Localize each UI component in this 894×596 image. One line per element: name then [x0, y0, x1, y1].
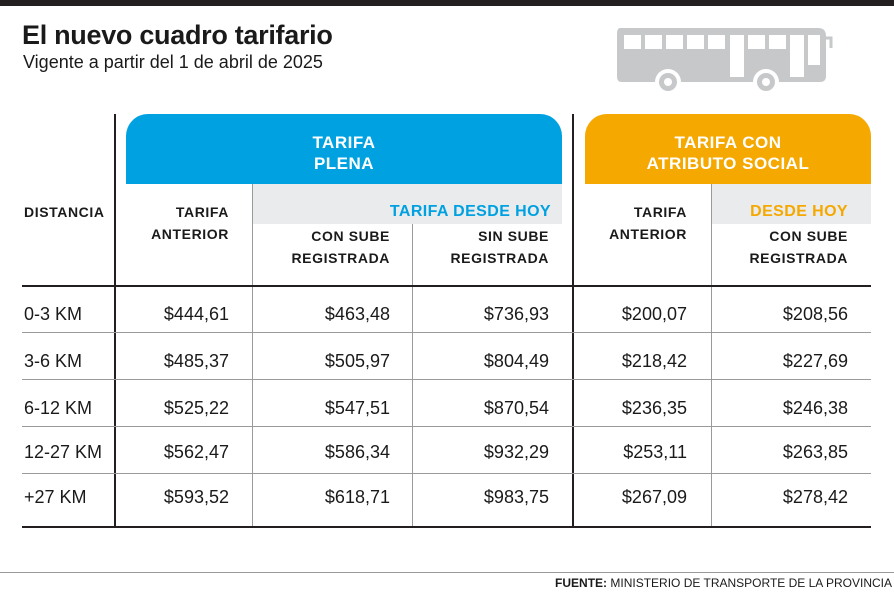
table-cell: $547,51 [324, 398, 390, 418]
table-cell: $218,42 [621, 351, 687, 371]
table-cell-distancia: 6-12 KM [24, 398, 93, 418]
table-cell: $208,56 [782, 304, 848, 324]
table-cell: $505,97 [324, 351, 390, 371]
table-cell-distancia: +27 KM [24, 487, 87, 507]
col-header-line: REGISTRADA [749, 250, 848, 266]
row-divider [22, 426, 871, 427]
col-header-social-con-sube: CON SUBE REGISTRADA [749, 225, 848, 269]
table-cell: $236,35 [621, 398, 687, 418]
bus-icon [617, 28, 833, 95]
col-header-plena-con-sube: CON SUBE REGISTRADA [291, 225, 390, 269]
table-cell: $593,52 [163, 487, 229, 507]
source-text: MINISTERIO DE TRANSPORTE DE LA PROVINCIA [610, 576, 892, 590]
col-header-line: TARIFA [633, 204, 687, 220]
col-header-line: ANTERIOR [151, 226, 229, 242]
row-divider [22, 379, 871, 380]
top-rule [0, 0, 894, 6]
col-header-line: ANTERIOR [609, 226, 687, 242]
table-cell: $267,09 [621, 487, 687, 507]
page-title: El nuevo cuadro tarifario [22, 20, 333, 50]
table-cell: $804,49 [483, 351, 549, 371]
table-cell: $618,71 [324, 487, 390, 507]
table-cell: $983,75 [483, 487, 549, 507]
col-header-line: REGISTRADA [450, 250, 549, 266]
group-header-atributo-social: TARIFA CON ATRIBUTO SOCIAL [585, 114, 871, 184]
table-cell: $463,48 [324, 304, 390, 324]
column-divider [252, 184, 253, 527]
page-subtitle: Vigente a partir del 1 de abril de 2025 [23, 52, 323, 72]
col-header-line: TARIFA [175, 204, 229, 220]
col-header-line: CON SUBE [769, 228, 848, 244]
col-header-distancia: DISTANCIA [24, 204, 105, 220]
column-divider [711, 184, 712, 527]
subheader-desde-hoy: DESDE HOY [750, 203, 848, 220]
row-divider [22, 332, 871, 333]
table-cell: $870,54 [483, 398, 549, 418]
group-header-tarifa-plena: TARIFA PLENA [126, 114, 562, 184]
col-header-social-anterior: TARIFA ANTERIOR [609, 201, 687, 245]
table-cell: $485,37 [163, 351, 229, 371]
table-cell: $932,29 [483, 442, 549, 462]
group-header-line: TARIFA [312, 133, 376, 152]
col-header-line: REGISTRADA [291, 250, 390, 266]
table-cell: $444,61 [163, 304, 229, 324]
table-cell: $246,38 [782, 398, 848, 418]
group-header-line: ATRIBUTO SOCIAL [646, 154, 810, 173]
table-cell-distancia: 12-27 KM [24, 442, 103, 462]
footer-rule [0, 572, 894, 573]
table-cell: $586,34 [324, 442, 390, 462]
table-cell: $200,07 [621, 304, 687, 324]
table-cell-distancia: 3-6 KM [24, 351, 83, 371]
column-divider [114, 114, 116, 527]
table-cell-distancia: 0-3 KM [24, 304, 83, 324]
header-rule [22, 285, 871, 287]
subheader-band-social [711, 184, 871, 224]
table-bottom-rule [22, 526, 871, 528]
source-note: FUENTE: MINISTERIO DE TRANSPORTE DE LA P… [555, 576, 892, 590]
group-header-line: PLENA [313, 154, 375, 173]
source-label: FUENTE: [555, 576, 608, 590]
table-cell: $525,22 [163, 398, 229, 418]
col-header-plena-sin-sube: SIN SUBE REGISTRADA [450, 225, 549, 269]
table-cell: $253,11 [623, 442, 687, 462]
subheader-tarifa-desde-hoy: TARIFA DESDE HOY [389, 203, 551, 220]
col-header-line: CON SUBE [311, 228, 390, 244]
table-cell: $562,47 [163, 442, 229, 462]
column-divider [572, 114, 574, 527]
table-cell: $278,42 [782, 487, 848, 507]
subheader-band-plena [252, 184, 562, 224]
table-cell: $736,93 [483, 304, 549, 324]
table-cell: $263,85 [782, 442, 848, 462]
table-cell: $227,69 [782, 351, 848, 371]
group-header-line: TARIFA CON [674, 133, 782, 152]
col-header-plena-anterior: TARIFA ANTERIOR [151, 201, 229, 245]
col-header-line: SIN SUBE [478, 228, 549, 244]
column-divider [412, 224, 413, 527]
row-divider [22, 473, 871, 474]
